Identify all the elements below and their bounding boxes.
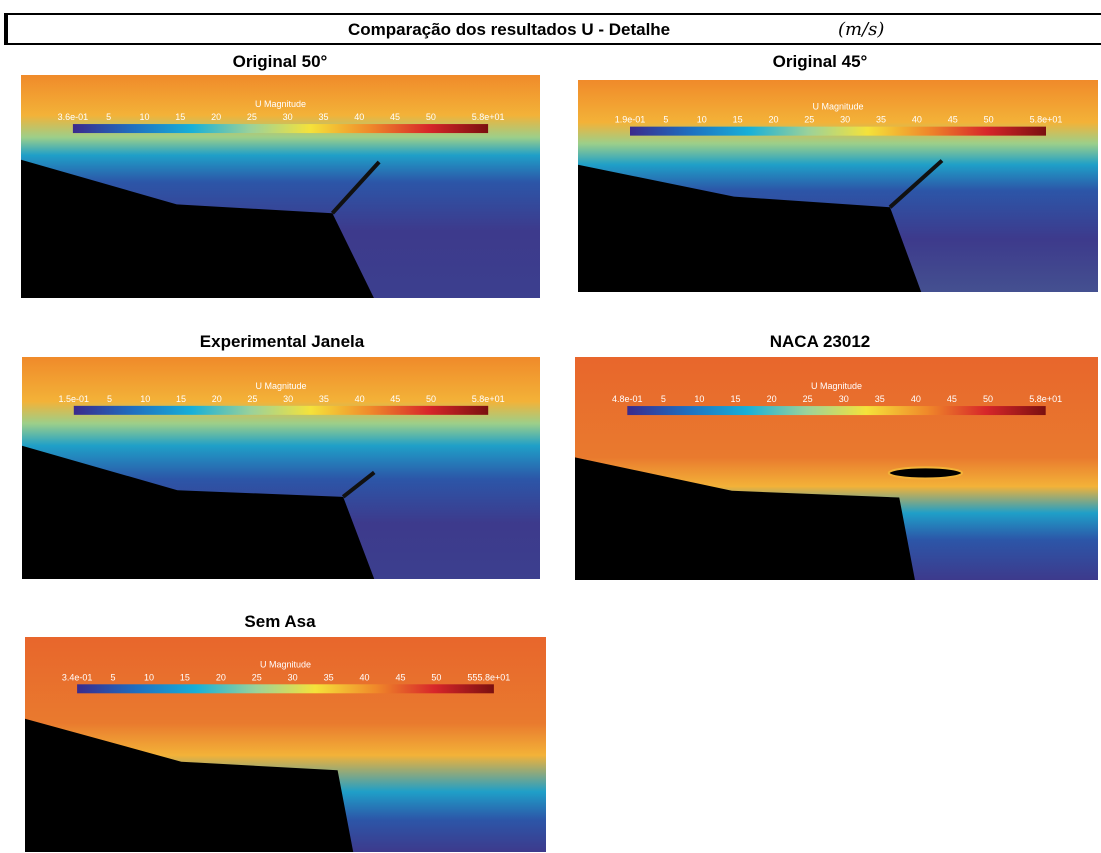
flow-image: U Magnitude 1.5e-01 5 10 15 20 25 30 35 40 45 50 5.8…	[22, 357, 540, 579]
colorbar	[73, 124, 488, 133]
colorbar-tick-label: 4.8e-01	[612, 394, 643, 404]
body-shape	[22, 446, 374, 579]
colorbar-tick-label: 55	[467, 672, 477, 682]
body-shape	[21, 160, 374, 298]
colorbar-tick-label: 15	[180, 672, 190, 682]
colorbar-tick-label: 30	[283, 394, 293, 404]
colorbar-label: U Magnitude	[260, 659, 311, 669]
colorbar-tick-label: 25	[803, 394, 813, 404]
colorbar-tick-label: 50	[983, 394, 993, 404]
colorbar	[627, 406, 1045, 415]
colorbar-tick-label: 20	[768, 115, 778, 125]
panel-title: Original 45°	[620, 52, 1020, 72]
colorbar-tick-label: 40	[360, 672, 370, 682]
colorbar	[630, 127, 1046, 136]
colorbar	[74, 406, 488, 415]
body-shape	[25, 719, 353, 852]
colorbar-tick-label: 40	[355, 394, 365, 404]
overlay: U Magnitude 1.5e-01 5 10 15 20 25 30 35 40 45 50 5.8…	[22, 357, 540, 579]
colorbar-tick-label: 30	[288, 672, 298, 682]
panel-title: Original 50°	[80, 52, 480, 72]
colorbar-tick-label: 1.9e-01	[615, 115, 646, 125]
colorbar-tick-label: 3.4e-01	[62, 672, 93, 682]
colorbar-tick-label: 15	[175, 112, 185, 122]
colorbar-tick-label: 5.8e+01	[472, 394, 505, 404]
airfoil	[889, 467, 962, 478]
colorbar-tick-label: 25	[247, 394, 257, 404]
colorbar-label: U Magnitude	[255, 381, 306, 391]
colorbar-tick-label: 5.8e+01	[1029, 394, 1062, 404]
flow-image: U Magnitude 3.6e-01 5 10 15 20 25 30 35 40 45 50 5.8…	[21, 75, 540, 298]
colorbar-tick-label: 40	[911, 394, 921, 404]
colorbar-tick-label: 50	[431, 672, 441, 682]
colorbar-tick-label: 35	[324, 672, 334, 682]
body-shape	[578, 165, 921, 292]
colorbar-tick-label: 5	[111, 672, 116, 682]
colorbar-tick-label: 30	[840, 115, 850, 125]
colorbar-tick-label: 15	[733, 115, 743, 125]
colorbar-tick-label: 45	[947, 394, 957, 404]
header-title: Comparação dos resultados U - Detalhe	[348, 20, 670, 40]
colorbar-label: U Magnitude	[812, 102, 863, 112]
colorbar-tick-label: 45	[395, 672, 405, 682]
flow-image: U Magnitude 4.8e-01 5 10 15 20 25 30 35 40 45 50 5.8…	[575, 357, 1098, 580]
colorbar-tick-label: 10	[697, 115, 707, 125]
colorbar-tick-label: 5	[663, 115, 668, 125]
panel-title: NACA 23012	[620, 332, 1020, 352]
overlay: U Magnitude 3.6e-01 5 10 15 20 25 30 35 40 45 50 5.8…	[21, 75, 540, 298]
colorbar-tick-label: 10	[140, 394, 150, 404]
colorbar-tick-label: 40	[354, 112, 364, 122]
header: Comparação dos resultados U - Detalhe (m…	[4, 13, 1101, 45]
colorbar-tick-label: 3.6e-01	[58, 112, 89, 122]
colorbar-tick-label: 45	[390, 394, 400, 404]
colorbar-tick-label: 15	[730, 394, 740, 404]
colorbar-tick-label: 10	[694, 394, 704, 404]
colorbar-tick-label: 35	[875, 394, 885, 404]
colorbar-tick-label: 5	[661, 394, 666, 404]
colorbar-tick-label: 20	[767, 394, 777, 404]
colorbar-label: U Magnitude	[811, 381, 862, 391]
wing	[890, 161, 942, 208]
colorbar-tick-label: 25	[247, 112, 257, 122]
colorbar-tick-label: 20	[212, 394, 222, 404]
panel-title: Sem Asa	[80, 612, 480, 632]
colorbar-tick-label: 5.8e+01	[478, 672, 511, 682]
colorbar-tick-label: 20	[211, 112, 221, 122]
colorbar-tick-label: 5	[107, 394, 112, 404]
colorbar	[77, 684, 494, 693]
colorbar-tick-label: 20	[216, 672, 226, 682]
colorbar-tick-label: 45	[948, 115, 958, 125]
colorbar-tick-label: 45	[390, 112, 400, 122]
colorbar-tick-label: 30	[839, 394, 849, 404]
colorbar-tick-label: 25	[252, 672, 262, 682]
body-shape	[575, 457, 915, 580]
colorbar-tick-label: 15	[176, 394, 186, 404]
colorbar-tick-label: 10	[139, 112, 149, 122]
colorbar-tick-label: 50	[984, 115, 994, 125]
panel-title: Experimental Janela	[82, 332, 482, 352]
wing	[332, 162, 379, 213]
overlay: U Magnitude 1.9e-01 5 10 15 20 25 30 35 40 45 50 5.8…	[578, 80, 1098, 292]
flow-image: U Magnitude 1.9e-01 5 10 15 20 25 30 35 40 45 50 5.8…	[578, 80, 1098, 292]
overlay: U Magnitude 4.8e-01 5 10 15 20 25 30 35 40 45 50 5.8…	[575, 357, 1098, 580]
colorbar-tick-label: 5	[106, 112, 111, 122]
colorbar-label: U Magnitude	[255, 99, 306, 109]
colorbar-tick-label: 25	[804, 115, 814, 125]
colorbar-tick-label: 35	[319, 394, 329, 404]
header-unit: (m/s)	[838, 19, 884, 40]
colorbar-tick-label: 5.8e+01	[1030, 115, 1063, 125]
colorbar-tick-label: 35	[876, 115, 886, 125]
colorbar-tick-label: 40	[912, 115, 922, 125]
colorbar-tick-label: 1.5e-01	[59, 394, 90, 404]
colorbar-tick-label: 10	[144, 672, 154, 682]
page: Comparação dos resultados U - Detalhe (m…	[0, 0, 1101, 853]
colorbar-tick-label: 5.8e+01	[472, 112, 505, 122]
colorbar-tick-label: 50	[426, 112, 436, 122]
colorbar-tick-label: 35	[318, 112, 328, 122]
colorbar-tick-label: 30	[283, 112, 293, 122]
colorbar-tick-label: 50	[426, 394, 436, 404]
wing	[343, 472, 374, 496]
